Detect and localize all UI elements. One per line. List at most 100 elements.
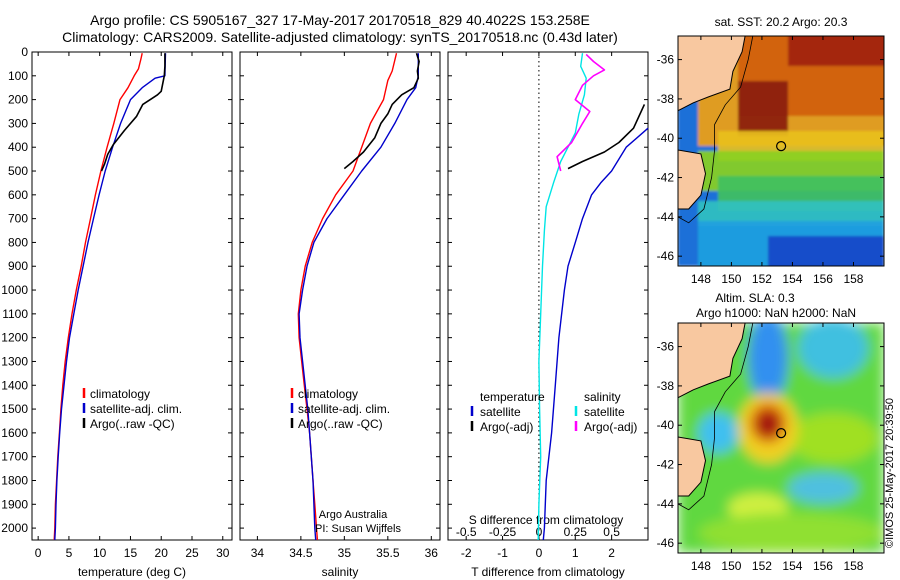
legend-label: satellite-adj. clim. — [90, 402, 182, 416]
legend-header: temperature — [480, 390, 545, 404]
field-patch — [698, 513, 884, 553]
map-x-tick-label: 156 — [813, 272, 833, 286]
map-x-tick-label: 154 — [782, 559, 802, 573]
series-line-2 — [537, 53, 587, 541]
legend-label: climatology — [90, 387, 150, 401]
map-y-tick-label: -42 — [657, 171, 675, 185]
top-tick-label: -0.25 — [489, 525, 517, 539]
y-tick-label: 0 — [21, 45, 28, 59]
map-title: sat. SST: 20.2 Argo: 20.3 — [715, 15, 848, 29]
legend-label: Argo(..raw -QC) — [90, 417, 175, 431]
legend-header: salinity — [584, 390, 621, 404]
x-tick-label: 15 — [124, 546, 138, 560]
top-tick-label: 0 — [536, 525, 543, 539]
map-frame — [677, 35, 885, 267]
field-patch — [738, 81, 788, 136]
y-tick-label: 1700 — [1, 450, 28, 464]
legend-label: climatology — [298, 387, 358, 401]
map-x-tick-label: 148 — [691, 559, 711, 573]
map-y-tick-label: -44 — [657, 497, 675, 511]
x-axis-label: T difference from climatology — [471, 565, 625, 579]
field-patch — [798, 323, 868, 378]
field-patch — [768, 236, 884, 266]
series-line-1 — [54, 53, 167, 541]
map-y-tick-label: -36 — [657, 340, 675, 354]
institution-line-2: PI: Susan Wijffels — [315, 523, 401, 535]
institution-line-1: Argo Australia — [319, 509, 388, 521]
land-mainland — [678, 36, 746, 112]
map-y-tick-label: -38 — [657, 379, 675, 393]
map-x-tick-label: 158 — [843, 272, 863, 286]
temperature-panel: 0100200300400500600700800900100011001200… — [1, 45, 233, 579]
y-tick-label: 600 — [8, 188, 28, 202]
y-tick-label: 100 — [8, 69, 28, 83]
x-tick-label: 34.5 — [289, 546, 313, 560]
title-line-2: Climatology: CARS2009. Satellite-adjuste… — [62, 29, 618, 45]
field-patch — [756, 411, 780, 437]
y-tick-label: 1400 — [1, 378, 28, 392]
top-axis-label: S difference from climatology — [469, 513, 624, 527]
map-y-tick-label: -36 — [657, 53, 675, 67]
map-y-tick-label: -40 — [657, 131, 675, 145]
y-tick-label: 700 — [8, 212, 28, 226]
series-line-2 — [343, 52, 420, 170]
x-axis-label: salinity — [322, 565, 359, 579]
field-patch — [748, 323, 788, 403]
x-tick-label: 35 — [338, 546, 352, 560]
map-x-tick-label: 150 — [721, 272, 741, 286]
map-y-tick-label: -42 — [657, 458, 675, 472]
y-tick-label: 900 — [8, 259, 28, 273]
y-tick-label: 1300 — [1, 354, 28, 368]
field-patch — [698, 413, 738, 453]
x-tick-label: 20 — [155, 546, 169, 560]
x-tick-label: 0 — [35, 546, 42, 560]
top-tick-label: 0.25 — [564, 525, 588, 539]
field-patch — [788, 413, 878, 463]
x-tick-label: 36 — [425, 546, 439, 560]
top-tick-label: -0.5 — [456, 525, 477, 539]
land-tasmania — [678, 149, 707, 210]
legend-label: Argo(-adj) — [584, 420, 637, 434]
map-x-tick-label: 158 — [843, 559, 863, 573]
map-y-tick-label: -46 — [657, 249, 675, 263]
y-tick-label: 1500 — [1, 402, 28, 416]
y-tick-label: 2000 — [1, 521, 28, 535]
title-line-1: Argo profile: CS 5905167_327 17-May-2017… — [90, 12, 590, 28]
y-tick-label: 800 — [8, 235, 28, 249]
y-tick-label: 1100 — [2, 307, 28, 321]
y-tick-label: 1000 — [1, 283, 28, 297]
x-tick-label: 2 — [608, 546, 615, 560]
map-x-tick-label: 152 — [752, 559, 772, 573]
series-line-3 — [556, 53, 606, 172]
imos-credit: ©IMOS 25-May-2017 20:39:50 — [884, 398, 896, 548]
map-x-tick-label: 150 — [721, 559, 741, 573]
y-tick-label: 200 — [8, 93, 28, 107]
argo-position-marker — [776, 141, 787, 152]
map-x-tick-label: 156 — [813, 559, 833, 573]
map-y-tick-label: -38 — [657, 92, 675, 106]
map-x-tick-label: 148 — [691, 272, 711, 286]
x-tick-label: 25 — [185, 546, 199, 560]
field-patch — [788, 36, 884, 66]
map-frame — [677, 322, 885, 554]
legend-label: Argo(..raw -QC) — [298, 417, 383, 431]
isobath-line — [678, 323, 754, 511]
legend-label: satellite — [480, 405, 521, 419]
series-line-0 — [542, 127, 649, 541]
plot-frame — [31, 51, 233, 541]
y-tick-label: 1900 — [1, 497, 28, 511]
isobath-line — [678, 36, 754, 224]
map-title-line-1: Altim. SLA: 0.3 — [715, 291, 795, 305]
x-tick-label: 34 — [251, 546, 265, 560]
map-field — [678, 323, 884, 553]
legend-label: Argo(-adj) — [480, 420, 533, 434]
top-tick-label: 0.5 — [603, 525, 620, 539]
map-title-line-2: Argo h1000: NaN h2000: NaN — [696, 306, 856, 320]
land-tasmania — [678, 436, 707, 497]
salinity-panel: 34 34.5 35 35.5 36 salinity climatologysatelli… — [239, 51, 441, 579]
x-tick-label: -2 — [461, 546, 472, 560]
x-tick-label: 30 — [216, 546, 230, 560]
series-line-2 — [100, 53, 166, 172]
field-patch — [788, 473, 858, 503]
